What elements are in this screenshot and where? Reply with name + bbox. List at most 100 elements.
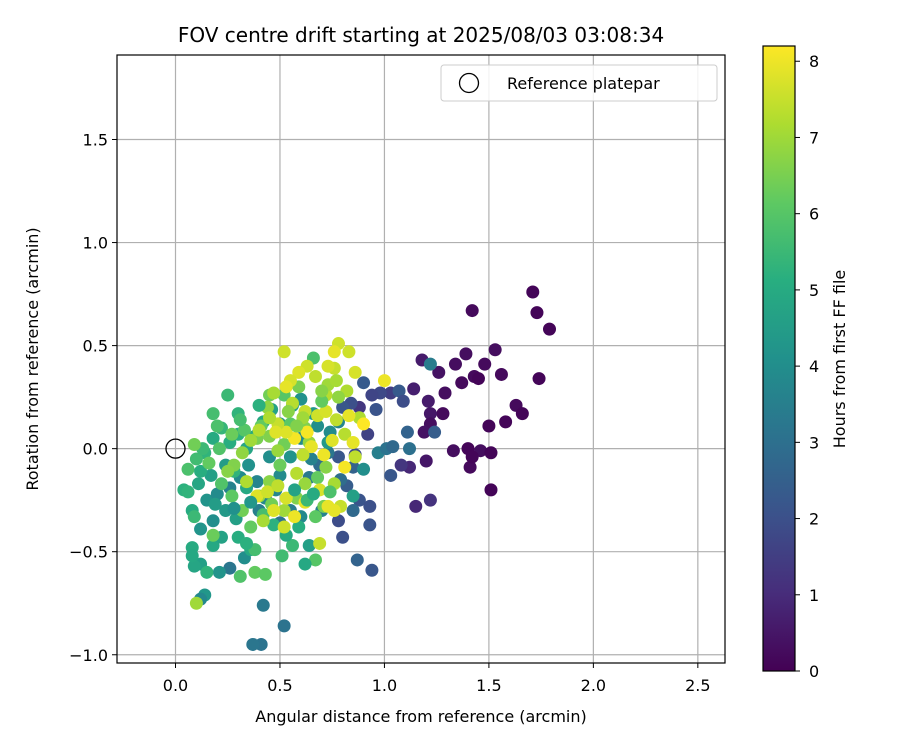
y-tick-label: 1.5 [83,131,108,150]
data-point [252,423,266,437]
data-point [311,419,325,433]
data-point [273,458,287,472]
data-point [459,347,473,361]
data-point [244,495,258,509]
colorbar-tick-label: 5 [809,281,819,300]
data-point [432,365,446,379]
data-point [409,499,423,513]
data-point [189,452,203,466]
data-point [484,446,498,460]
data-point [181,485,195,499]
data-point [526,285,540,299]
legend-box [440,64,718,102]
data-point [331,450,345,464]
data-point [267,386,281,400]
colorbar-tick-label: 4 [809,357,819,376]
y-tick-label: 0.0 [83,440,108,459]
x-tick-label: 0.5 [267,676,292,695]
data-point [357,462,371,476]
data-point [288,510,302,524]
data-point [267,518,281,532]
data-point [319,460,333,474]
data-point [258,567,272,581]
data-point [233,413,247,427]
data-point [465,450,479,464]
colorbar-tick-label: 7 [809,128,819,147]
y-axis-label: Rotation from reference (arcmin) [23,227,42,490]
data-point [233,569,247,583]
data-point [283,450,297,464]
y-tick-label: −0.5 [69,543,108,562]
data-point [346,489,360,503]
data-point [315,394,329,408]
data-point [423,493,437,507]
data-point [275,549,289,563]
colorbar-tick-label: 3 [809,433,819,452]
data-point [210,419,224,433]
data-point [212,442,226,456]
data-point [256,598,270,612]
data-point [290,419,304,433]
data-point [421,394,435,408]
data-point [348,450,362,464]
data-point [321,499,335,513]
reference-marker [165,438,186,459]
data-point [482,419,496,433]
data-point [532,372,546,386]
data-point [256,514,270,528]
data-point [346,503,360,517]
data-point [423,407,437,421]
data-point [365,563,379,577]
data-point [279,425,293,439]
data-point [384,468,398,482]
data-point [336,530,350,544]
data-point [331,514,345,528]
data-point [269,425,283,439]
data-point [348,365,362,379]
data-point [191,477,205,491]
data-point [369,402,383,416]
data-point [277,520,291,534]
data-point [361,427,375,441]
data-point [357,376,371,390]
data-point [448,357,462,371]
data-point [325,433,339,447]
data-point [206,514,220,528]
data-point [194,464,208,478]
data-point [279,380,293,394]
data-point [189,596,203,610]
data-point [302,539,316,553]
colorbar-tick-label: 0 [809,662,819,681]
data-point [273,468,287,482]
data-point [240,475,254,489]
legend-marker [458,72,480,94]
data-point [419,454,433,468]
data-point [515,407,529,421]
data-point [484,483,498,497]
data-point [363,518,377,532]
colorbar-tick-label: 6 [809,205,819,224]
data-point [212,565,226,579]
data-point [267,503,281,517]
data-point [185,549,199,563]
data-point [428,425,442,439]
data-point [204,468,218,482]
data-point [530,306,544,320]
data-point [471,372,485,386]
x-tick-label: 1.0 [372,676,397,695]
y-axis-ticks: −1.0 −0.5 0.0 0.5 1.0 1.5 [69,131,117,665]
data-point [403,442,417,456]
data-point [194,522,208,536]
data-point [242,458,256,472]
data-point [206,431,220,445]
data-point [227,501,241,515]
data-point [499,415,513,429]
data-point [488,343,502,357]
data-point [244,520,258,534]
data-point [281,405,295,419]
data-point [321,359,335,373]
colorbar-gradient [762,45,796,672]
data-point [392,384,406,398]
reference-point [165,438,186,459]
data-point [292,520,306,534]
